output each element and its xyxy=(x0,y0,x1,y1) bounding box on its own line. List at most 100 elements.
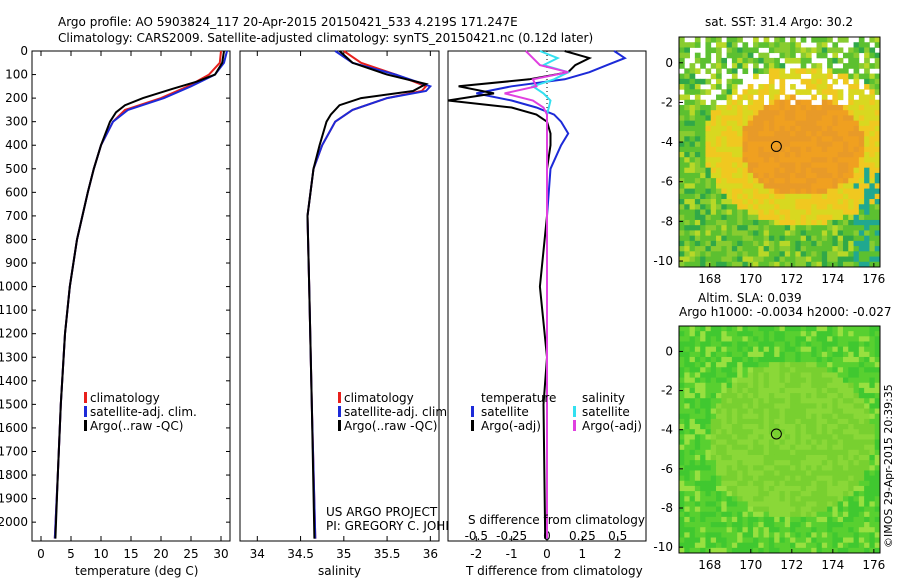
x-tick-label: -2 xyxy=(470,547,482,561)
heatmap-cell xyxy=(821,418,828,425)
heatmap-cell xyxy=(747,408,754,415)
heatmap-cell xyxy=(753,225,759,231)
heatmap-cell xyxy=(684,398,690,404)
heatmap-cell xyxy=(790,522,796,528)
heatmap-cell xyxy=(710,367,717,373)
heatmap-cell xyxy=(805,501,812,507)
heatmap-cell xyxy=(869,501,876,507)
heatmap-cell xyxy=(811,387,817,394)
heatmap-cell xyxy=(731,449,738,456)
heatmap-cell xyxy=(858,439,865,446)
heatmap-cell xyxy=(842,125,849,132)
heatmap-cell xyxy=(816,346,823,353)
heatmap-cell xyxy=(864,94,870,101)
heatmap-cell xyxy=(795,341,802,348)
heatmap-cell xyxy=(700,251,706,257)
heatmap-cell xyxy=(679,346,685,353)
heatmap-cell xyxy=(689,120,696,127)
heatmap-cell xyxy=(816,454,823,461)
heatmap-cell xyxy=(679,537,685,544)
heatmap-cell xyxy=(816,516,823,523)
heatmap-cell xyxy=(753,480,759,487)
heatmap-cell xyxy=(784,42,791,48)
heatmap-cell xyxy=(768,240,775,247)
heatmap-cell xyxy=(784,480,791,487)
heatmap-cell xyxy=(858,89,865,95)
heatmap-cell xyxy=(805,506,812,513)
heatmap-cell xyxy=(800,465,807,471)
heatmap-cell xyxy=(874,511,881,518)
heatmap-cell xyxy=(800,240,807,247)
heatmap-cell xyxy=(737,240,743,247)
x-tick-label: 20 xyxy=(153,547,168,561)
heatmap-cell xyxy=(837,424,844,430)
y-tick-label: 1500 xyxy=(0,397,28,411)
heatmap-cell xyxy=(869,480,876,487)
heatmap-cell xyxy=(684,261,690,268)
heatmap-cell xyxy=(795,444,802,451)
heatmap-cell xyxy=(726,110,733,116)
heatmap-cell xyxy=(848,527,854,533)
heatmap-cell xyxy=(763,418,770,425)
heatmap-cell xyxy=(679,470,685,477)
heatmap-cell xyxy=(758,501,765,507)
heatmap-cell xyxy=(716,125,722,132)
heatmap-cell xyxy=(694,246,701,252)
heatmap-cell xyxy=(848,204,854,210)
heatmap-cell xyxy=(768,326,775,332)
heatmap-cell xyxy=(774,68,780,74)
y-tick-label: 1300 xyxy=(0,350,28,364)
heatmap-cell xyxy=(710,152,717,158)
heatmap-cell xyxy=(753,454,759,461)
heatmap-cell xyxy=(790,465,796,471)
heatmap-cell xyxy=(700,377,706,384)
heatmap-cell xyxy=(837,104,844,111)
heatmap-cell xyxy=(731,454,738,461)
heatmap-cell xyxy=(721,235,728,242)
heatmap-cell xyxy=(710,398,717,404)
heatmap-cell xyxy=(842,527,849,533)
heatmap-cell xyxy=(716,465,722,471)
heatmap-cell xyxy=(763,89,770,95)
heatmap-cell xyxy=(821,326,828,332)
heatmap-cell xyxy=(684,501,690,507)
heatmap-cell xyxy=(795,178,802,184)
heatmap-cell xyxy=(795,454,802,461)
heatmap-cell xyxy=(774,157,780,163)
heatmap-cell xyxy=(758,68,765,74)
heatmap-cell xyxy=(774,522,780,528)
heatmap-cell xyxy=(795,470,802,477)
heatmap-cell xyxy=(742,454,749,461)
heatmap-cell xyxy=(721,204,728,210)
heatmap-cell xyxy=(721,193,728,200)
heatmap-cell xyxy=(816,42,823,48)
heatmap-cell xyxy=(731,511,738,518)
x-tick-label: 30 xyxy=(213,547,228,561)
heatmap-cell xyxy=(821,78,828,85)
heatmap-cell xyxy=(858,331,865,337)
heatmap-cell xyxy=(721,172,728,179)
heatmap-cell xyxy=(805,125,812,132)
heatmap-cell xyxy=(832,152,839,158)
heatmap-cell xyxy=(747,251,754,257)
heatmap-cell xyxy=(763,326,770,332)
heatmap-cell xyxy=(726,78,733,85)
heatmap-cell xyxy=(864,439,870,446)
heatmap-cell xyxy=(837,193,844,200)
heatmap-cell xyxy=(784,141,791,148)
heatmap-cell xyxy=(684,84,690,90)
heatmap-cell xyxy=(784,424,791,430)
heatmap-cell xyxy=(705,387,712,394)
heatmap-cell xyxy=(726,398,733,404)
heatmap-cell xyxy=(805,480,812,487)
heatmap-cell xyxy=(705,372,712,378)
y-tick-label: 1000 xyxy=(0,280,28,294)
heatmap-cell xyxy=(705,240,712,247)
heatmap-cell xyxy=(811,188,817,195)
heatmap-cell xyxy=(694,522,701,528)
heatmap-cell xyxy=(795,351,802,358)
y-tick-label: 800 xyxy=(5,232,28,246)
y-tick-label: 1400 xyxy=(0,374,28,388)
heatmap-cell xyxy=(832,351,839,358)
heatmap-cell xyxy=(700,346,706,353)
